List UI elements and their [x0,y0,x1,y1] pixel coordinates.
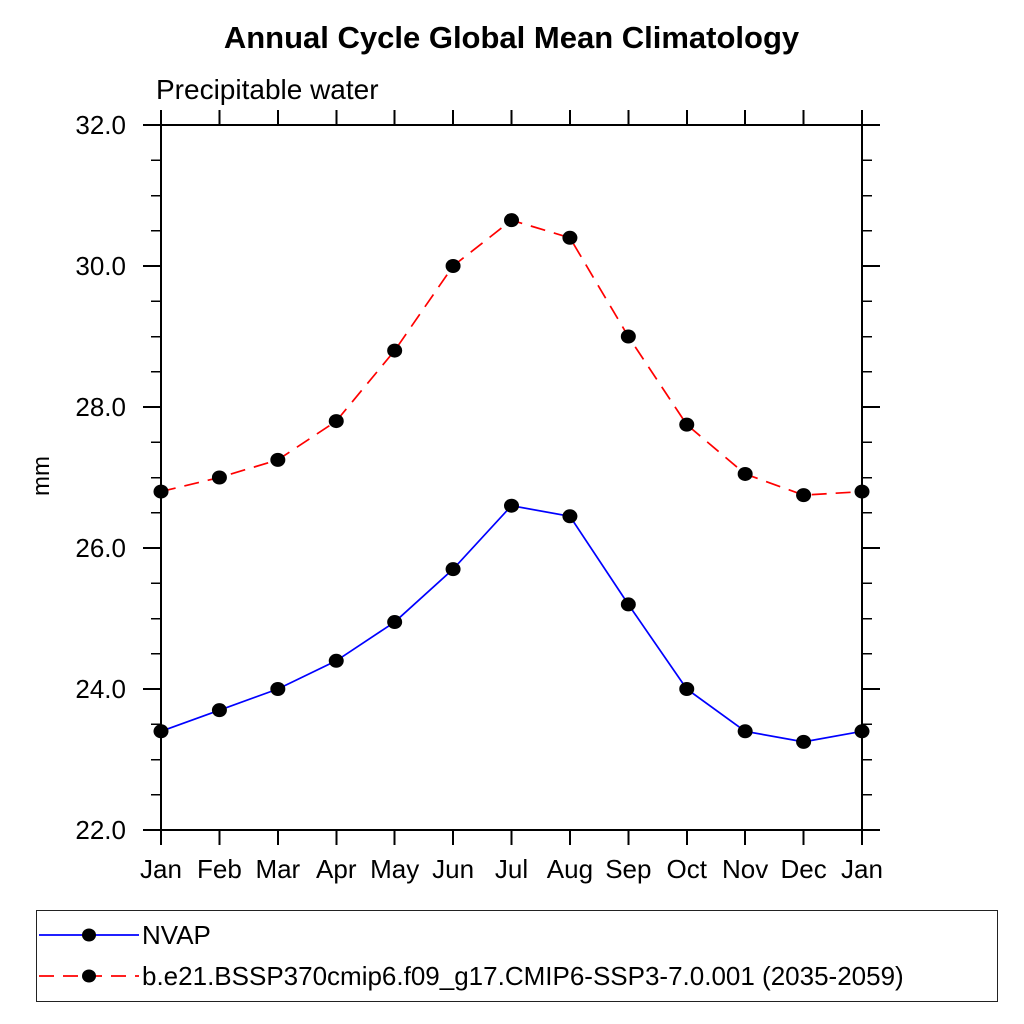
legend-box: NVAP b.e21.BSSP370cmip6.f09_g17.CMIP6-SS… [36,910,998,1002]
data-point-marker [153,724,169,739]
legend-key-marker [82,928,96,942]
data-point-marker [796,734,812,749]
x-axis-tick-label: Jun [432,854,474,884]
y-axis-tick-label: 24.0 [75,674,126,704]
series-line-1 [160,219,863,496]
x-axis-tick-label: Mar [255,854,300,884]
data-point-marker [562,509,578,524]
x-axis-tick-label: Oct [667,854,708,884]
data-point-marker [854,484,870,499]
data-point-marker [620,597,636,612]
legend-label: b.e21.BSSP370cmip6.f09_g17.CMIP6-SSP3-7.… [142,960,904,991]
data-point-marker [211,470,227,485]
data-point-marker [796,488,812,503]
data-point-marker [562,230,578,245]
data-point-marker [620,329,636,344]
x-axis-tick-label: Feb [197,854,242,884]
data-point-marker [270,452,286,467]
x-axis-tick-label: Nov [722,854,768,884]
data-point-marker [387,343,403,358]
data-point-marker [270,682,286,696]
data-point-marker [445,259,461,273]
data-point-marker [153,484,169,499]
legend-item-model: b.e21.BSSP370cmip6.f09_g17.CMIP6-SSP3-7.… [39,958,904,994]
y-axis-tick-label: 28.0 [75,392,126,422]
data-point-marker [504,213,519,228]
legend-label: NVAP [142,919,211,950]
series-line-0 [160,504,863,743]
legend-item-nvap: NVAP [39,917,211,953]
x-axis-tick-label: Dec [780,854,826,884]
x-axis-tick-label: Jan [140,854,182,884]
chart-title: Annual Cycle Global Mean Climatology [223,20,800,55]
legend-key-line-dashed [39,969,139,983]
data-point-marker [737,724,753,739]
data-point-marker [211,703,227,718]
data-point-marker [737,466,753,481]
y-axis-tick-label: 30.0 [75,251,126,281]
data-point-marker [854,724,870,739]
y-axis-tick-label: 32.0 [75,110,126,140]
data-point-marker [445,562,461,577]
data-point-marker [387,615,403,630]
data-point-marker [504,498,519,513]
data-point-marker [328,414,344,429]
y-axis-tick-label: 22.0 [75,815,126,845]
x-axis-tick-label: Jul [495,854,528,884]
x-axis-tick-label: Apr [316,854,357,884]
x-axis-tick-label: Sep [605,854,651,884]
x-axis-tick-label: Aug [547,854,593,884]
x-axis-tick-label: May [370,854,419,884]
data-point-marker [679,417,695,432]
data-point-marker [328,653,344,668]
y-axis-tick-label: 26.0 [75,533,126,563]
data-point-marker [679,682,695,696]
x-axis-tick-label: Jan [841,854,883,884]
legend-key-line-solid [39,928,139,942]
legend-key-marker [82,969,96,983]
chart-subtitle: Precipitable water [156,74,379,105]
